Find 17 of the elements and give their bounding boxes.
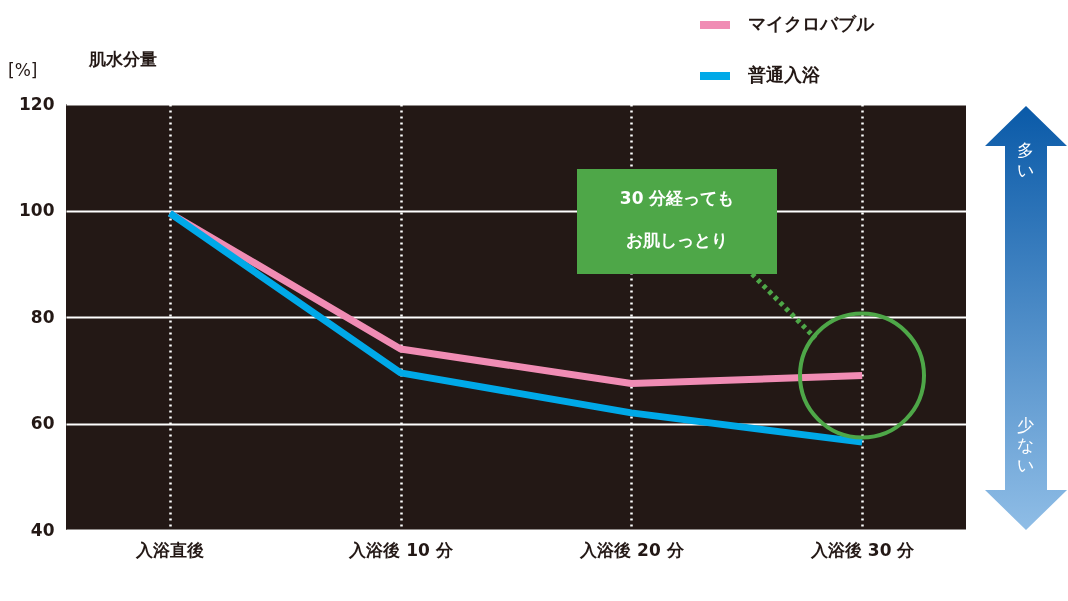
annotation: お肌しっとり: [625, 229, 730, 252]
y-tick-label: 80: [30, 306, 55, 327]
y-tick-label: 120: [19, 93, 55, 114]
legend-label: マイクロバブル: [748, 13, 875, 34]
x-tick-label: 入浴直後: [135, 539, 205, 560]
y-tick-label: 40: [30, 519, 55, 540]
x-tick-label: 入浴後 30 分: [809, 539, 916, 560]
legend-label: 普通入浴: [747, 64, 821, 85]
annotation: 30 分経っても: [618, 187, 736, 210]
text: [%]: [8, 60, 38, 80]
x-tick-label: 入浴後 10 分: [348, 539, 454, 560]
text: 多い: [1017, 140, 1034, 180]
y-tick-label: 100: [19, 200, 55, 220]
y-axis-title: 肌水分量: [87, 48, 157, 69]
y-tick-label: 60: [30, 413, 55, 433]
x-tick-label: 入浴後 20 分: [579, 539, 685, 560]
text: 少ない: [1017, 415, 1034, 475]
